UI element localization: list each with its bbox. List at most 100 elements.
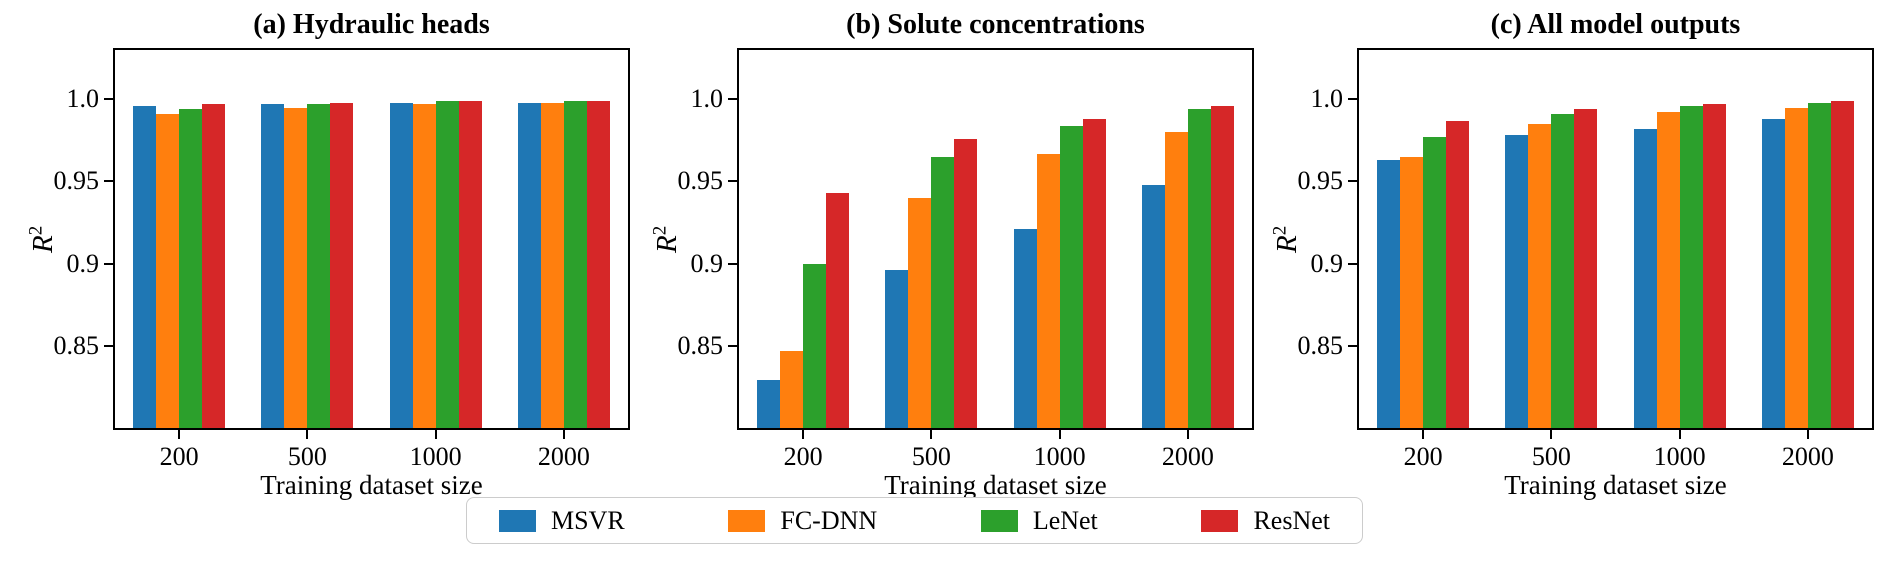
bar-msvr-500	[261, 104, 285, 428]
x-tick-mark	[434, 430, 437, 439]
bar-resnet-500	[954, 138, 978, 428]
x-tick-label: 2000	[1781, 442, 1834, 471]
legend-swatch-msvr	[499, 509, 536, 532]
y-tick-label: 0.95	[1297, 166, 1344, 196]
legend-swatch-resnet	[1201, 509, 1239, 532]
y-tick-mark	[728, 180, 737, 183]
y-tick-mark	[728, 344, 737, 347]
bar-lenet-200	[803, 263, 827, 428]
bar-msvr-200	[133, 105, 157, 428]
y-tick-label: 0.9	[1310, 248, 1344, 278]
panel-c-plot-area: 1.0 0.95 0.9 0.85 200 500 1000 2000	[1298, 48, 1874, 471]
y-tick-label: 0.85	[677, 330, 724, 360]
bar-resnet-2000	[1830, 100, 1854, 428]
x-tick-mark	[1422, 430, 1425, 439]
y-tick-mark	[1348, 262, 1357, 265]
legend-entry-resnet: ResNet	[1201, 506, 1330, 536]
legend-label-msvr: MSVR	[551, 505, 625, 535]
bar-lenet-500	[931, 156, 955, 428]
bar-fc-dnn-500	[1528, 123, 1552, 428]
bar-resnet-200	[826, 192, 850, 428]
y-tick-label: 0.95	[677, 166, 724, 196]
bar-msvr-200	[757, 380, 781, 428]
x-tick-mark	[562, 430, 565, 439]
x-tick-label: 500	[1531, 442, 1571, 471]
bar-lenet-500	[1551, 114, 1575, 428]
y-label-exponent: 2	[649, 225, 671, 235]
bar-fc-dnn-1000	[1036, 153, 1060, 428]
x-tick-label: 500	[287, 442, 327, 471]
panel-b-title: (b) Solute concentrations	[846, 9, 1145, 40]
x-tick-label: 2000	[1161, 442, 1214, 471]
bar-msvr-2000	[517, 102, 541, 428]
bar-lenet-1000	[1059, 125, 1083, 428]
bar-lenet-1000	[1679, 105, 1703, 428]
bar-msvr-1000	[1633, 128, 1657, 428]
panel-b-x-axis-label: Training dataset size	[884, 470, 1107, 500]
bar-resnet-200	[202, 104, 226, 428]
bar-lenet-2000	[1807, 102, 1831, 428]
legend-swatch-lenet	[980, 509, 1018, 532]
bar-lenet-200	[1423, 137, 1447, 428]
x-tick-mark	[1550, 430, 1553, 439]
bar-fc-dnn-500	[284, 107, 308, 428]
legend-label-lenet: LeNet	[1032, 505, 1098, 535]
x-tick-mark	[802, 430, 805, 439]
legend-entry-fc-dnn: FC-DNN	[728, 506, 877, 536]
y-tick-mark	[728, 98, 737, 101]
bar-lenet-500	[307, 104, 331, 428]
bar-fc-dnn-500	[908, 197, 932, 428]
bar-lenet-2000	[1187, 109, 1211, 428]
bar-fc-dnn-200	[1400, 156, 1424, 428]
y-label-exponent: 2	[1269, 225, 1291, 235]
bar-resnet-1000	[458, 100, 482, 428]
bar-lenet-1000	[435, 100, 459, 428]
x-tick-mark	[1058, 430, 1061, 439]
y-tick-mark	[104, 98, 113, 101]
panel-c-x-axis-label: Training dataset size	[1504, 470, 1727, 500]
bar-msvr-500	[885, 270, 909, 428]
bar-fc-dnn-1000	[412, 104, 436, 428]
panel-c-title: (c) All model outputs	[1490, 9, 1741, 40]
bar-resnet-2000	[1210, 105, 1234, 428]
x-tick-label: 1000	[1653, 442, 1706, 471]
bar-msvr-2000	[1761, 119, 1785, 428]
legend: MSVR FC-DNN LeNet ResNet	[466, 497, 1363, 544]
y-tick-label: 1.0	[1310, 84, 1344, 114]
x-tick-mark	[306, 430, 309, 439]
y-tick-label: 0.95	[53, 166, 100, 196]
bar-lenet-2000	[563, 100, 587, 428]
bar-msvr-200	[1377, 160, 1401, 428]
x-tick-label: 200	[1403, 442, 1443, 471]
bar-fc-dnn-1000	[1656, 112, 1680, 428]
x-tick-label: 500	[911, 442, 951, 471]
legend-swatch-fc-dnn	[728, 509, 766, 532]
bar-fc-dnn-2000	[1164, 132, 1188, 428]
y-tick-mark	[104, 344, 113, 347]
bar-resnet-500	[330, 102, 354, 428]
x-tick-mark	[1186, 430, 1189, 439]
bar-msvr-2000	[1141, 184, 1165, 428]
bar-resnet-500	[1574, 109, 1598, 428]
bar-resnet-200	[1446, 120, 1470, 428]
bar-fc-dnn-2000	[1784, 107, 1808, 428]
bar-resnet-2000	[586, 100, 610, 428]
bar-resnet-1000	[1082, 119, 1106, 428]
x-tick-label: 200	[159, 442, 199, 471]
y-tick-label: 0.85	[53, 330, 100, 360]
y-tick-mark	[104, 180, 113, 183]
bar-fc-dnn-200	[780, 350, 804, 428]
y-label-exponent: 2	[25, 225, 47, 235]
y-tick-mark	[1348, 344, 1357, 347]
y-tick-label: 1.0	[66, 84, 100, 114]
x-tick-mark	[1806, 430, 1809, 439]
panel-a-plot-area: 1.0 0.95 0.9 0.85 200 500 1000 2000	[54, 48, 630, 471]
bar-msvr-1000	[1013, 229, 1037, 428]
x-tick-mark	[178, 430, 181, 439]
y-tick-label: 1.0	[690, 84, 724, 114]
y-tick-label: 0.85	[1297, 330, 1344, 360]
bar-fc-dnn-2000	[540, 102, 564, 428]
y-tick-mark	[1348, 180, 1357, 183]
x-tick-label: 200	[783, 442, 823, 471]
